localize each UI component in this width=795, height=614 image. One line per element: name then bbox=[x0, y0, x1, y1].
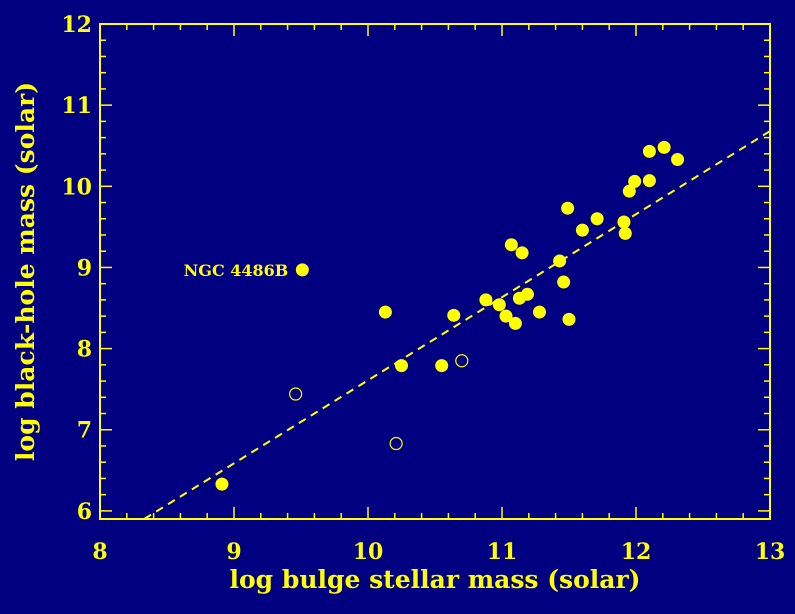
data-point-filled bbox=[657, 140, 671, 154]
data-point-filled bbox=[628, 174, 642, 188]
fit-line-layer bbox=[143, 130, 771, 520]
x-tick-label: 12 bbox=[621, 539, 652, 565]
data-point-filled bbox=[515, 246, 529, 260]
data-point-filled bbox=[533, 305, 547, 319]
annotation-ngc-4486b: NGC 4486B bbox=[184, 261, 289, 280]
data-point-filled bbox=[499, 309, 513, 323]
plot-frame bbox=[99, 23, 771, 520]
x-tick-label: 10 bbox=[353, 539, 384, 565]
y-tick-label: 8 bbox=[77, 337, 92, 363]
data-point-filled bbox=[504, 238, 518, 252]
x-tick-label: 9 bbox=[226, 539, 241, 565]
data-point-filled bbox=[622, 184, 636, 198]
y-tick-label: 7 bbox=[77, 418, 92, 444]
x-axis-label: log bulge stellar mass (solar) bbox=[230, 565, 641, 594]
data-point-filled bbox=[562, 312, 576, 326]
data-point-filled bbox=[215, 477, 229, 491]
tick-marks bbox=[99, 23, 771, 519]
y-tick-label: 6 bbox=[77, 499, 92, 525]
data-point-filled bbox=[561, 201, 575, 215]
x-tick-labels: 8 9 10 11 12 13 bbox=[92, 539, 785, 565]
y-tick-label: 12 bbox=[61, 12, 92, 38]
x-tick-label: 13 bbox=[755, 539, 786, 565]
data-point-filled bbox=[479, 293, 493, 307]
fit-line bbox=[143, 130, 771, 520]
data-point-filled bbox=[508, 316, 522, 330]
data-point-filled bbox=[671, 153, 685, 167]
x-tick-label: 8 bbox=[92, 539, 107, 565]
data-point-filled bbox=[557, 275, 571, 289]
data-point-filled bbox=[618, 226, 632, 240]
data-point-open bbox=[289, 387, 303, 401]
data-point-filled bbox=[553, 254, 567, 268]
data-point-filled bbox=[295, 263, 309, 277]
data-point-filled bbox=[642, 174, 656, 188]
data-point-filled bbox=[435, 359, 449, 373]
data-point-filled bbox=[617, 215, 631, 229]
data-point-filled bbox=[378, 305, 392, 319]
data-point-filled bbox=[575, 223, 589, 237]
data-point-filled bbox=[520, 287, 534, 301]
data-point-open bbox=[455, 354, 469, 368]
y-tick-label: 10 bbox=[61, 174, 92, 200]
y-tick-label: 11 bbox=[61, 93, 92, 119]
data-point-filled bbox=[395, 359, 408, 373]
y-tick-labels: 6 7 8 9 10 11 12 bbox=[61, 12, 92, 525]
data-point-filled bbox=[447, 308, 461, 322]
data-points bbox=[215, 140, 685, 491]
data-point-open bbox=[389, 436, 403, 451]
data-point-filled bbox=[590, 212, 604, 226]
y-tick-label: 9 bbox=[77, 255, 92, 281]
x-tick-label: 11 bbox=[487, 539, 518, 565]
data-point-filled bbox=[642, 144, 656, 158]
data-point-filled bbox=[492, 298, 506, 312]
y-axis-label: log black-hole mass (solar) bbox=[11, 82, 40, 461]
